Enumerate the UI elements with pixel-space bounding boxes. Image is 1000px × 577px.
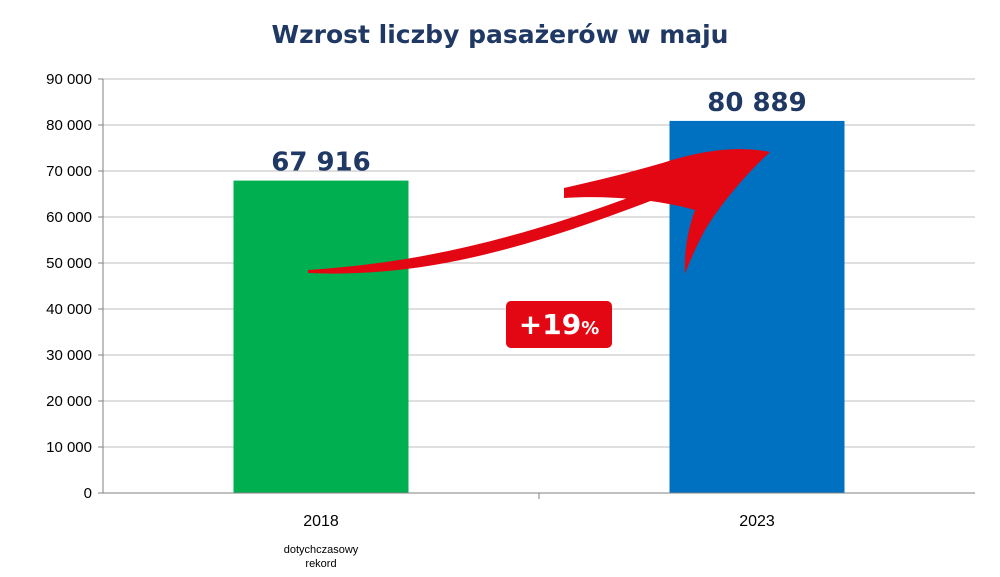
growth-badge-box <box>506 301 612 348</box>
y-tick-label: 0 <box>84 485 92 502</box>
growth-arrow <box>308 149 770 274</box>
y-tick-label: 40 000 <box>46 301 92 318</box>
chart-title: Wzrost liczby pasażerów w maju <box>271 20 729 49</box>
bar-2018 <box>233 180 409 493</box>
y-tick-label: 10 000 <box>46 439 92 456</box>
growth-badge-value: +19 <box>519 308 581 341</box>
axes <box>98 78 975 499</box>
data-label-2018: 67 916 <box>271 148 371 178</box>
category-note-line: rekord <box>305 558 336 570</box>
data-label-2023: 80 889 <box>707 88 807 118</box>
growth-badge-unit: % <box>581 318 599 339</box>
y-tick-label: 90 000 <box>46 71 92 88</box>
x-tick-label-2018: 2018 <box>303 513 339 530</box>
growth-badge: +19% <box>506 301 612 348</box>
labels: 0 10 000 20 000 30 000 40 000 50 000 60 000 70 … <box>46 71 807 570</box>
growth-badge-text: +19% <box>519 308 599 341</box>
y-tick-label: 80 000 <box>46 117 92 134</box>
growth-arrow-head <box>564 149 770 274</box>
y-tick-label: 50 000 <box>46 255 92 272</box>
y-tick-label: 20 000 <box>46 393 92 410</box>
y-tick-label: 30 000 <box>46 347 92 364</box>
y-tick-label: 60 000 <box>46 209 92 226</box>
y-tick-label: 70 000 <box>46 163 92 180</box>
bars <box>233 120 845 494</box>
x-tick-label-2023: 2023 <box>739 513 775 530</box>
category-note-line: dotychczasowy <box>284 544 359 556</box>
